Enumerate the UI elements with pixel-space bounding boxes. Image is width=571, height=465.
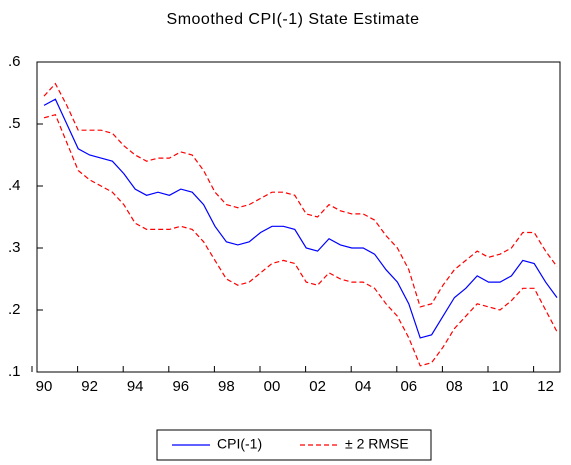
plot-frame — [36, 61, 561, 373]
y-tick-label: .5 — [8, 115, 21, 132]
legend-label: ± 2 RMSE — [345, 436, 409, 452]
y-tick-label: .3 — [8, 239, 21, 256]
line — [43, 113, 558, 367]
x-tick-label: 06 — [400, 378, 417, 395]
x-tick-label: 98 — [218, 378, 235, 395]
x-tick-label: 10 — [492, 378, 509, 395]
y-tick-label: .6 — [8, 53, 21, 70]
chart-title: Smoothed CPI(-1) State Estimate — [167, 11, 420, 28]
legend-label: CPI(-1) — [217, 436, 262, 452]
y-tick-label: .2 — [8, 301, 21, 318]
x-tick-label: 12 — [537, 378, 554, 395]
x-tick-label: 02 — [309, 378, 326, 395]
x-tick-label: 04 — [355, 378, 372, 395]
x-tick-label: 94 — [127, 378, 144, 395]
x-tick-label: 90 — [36, 378, 53, 395]
line — [43, 98, 558, 339]
y-tick-label: .4 — [8, 177, 21, 194]
x-tick-label: 92 — [81, 378, 98, 395]
x-tick-label: 00 — [264, 378, 281, 395]
x-tick-label: 96 — [172, 378, 189, 395]
line — [43, 82, 558, 308]
x-tick-label: 08 — [446, 378, 463, 395]
y-tick-label: .1 — [8, 363, 21, 380]
